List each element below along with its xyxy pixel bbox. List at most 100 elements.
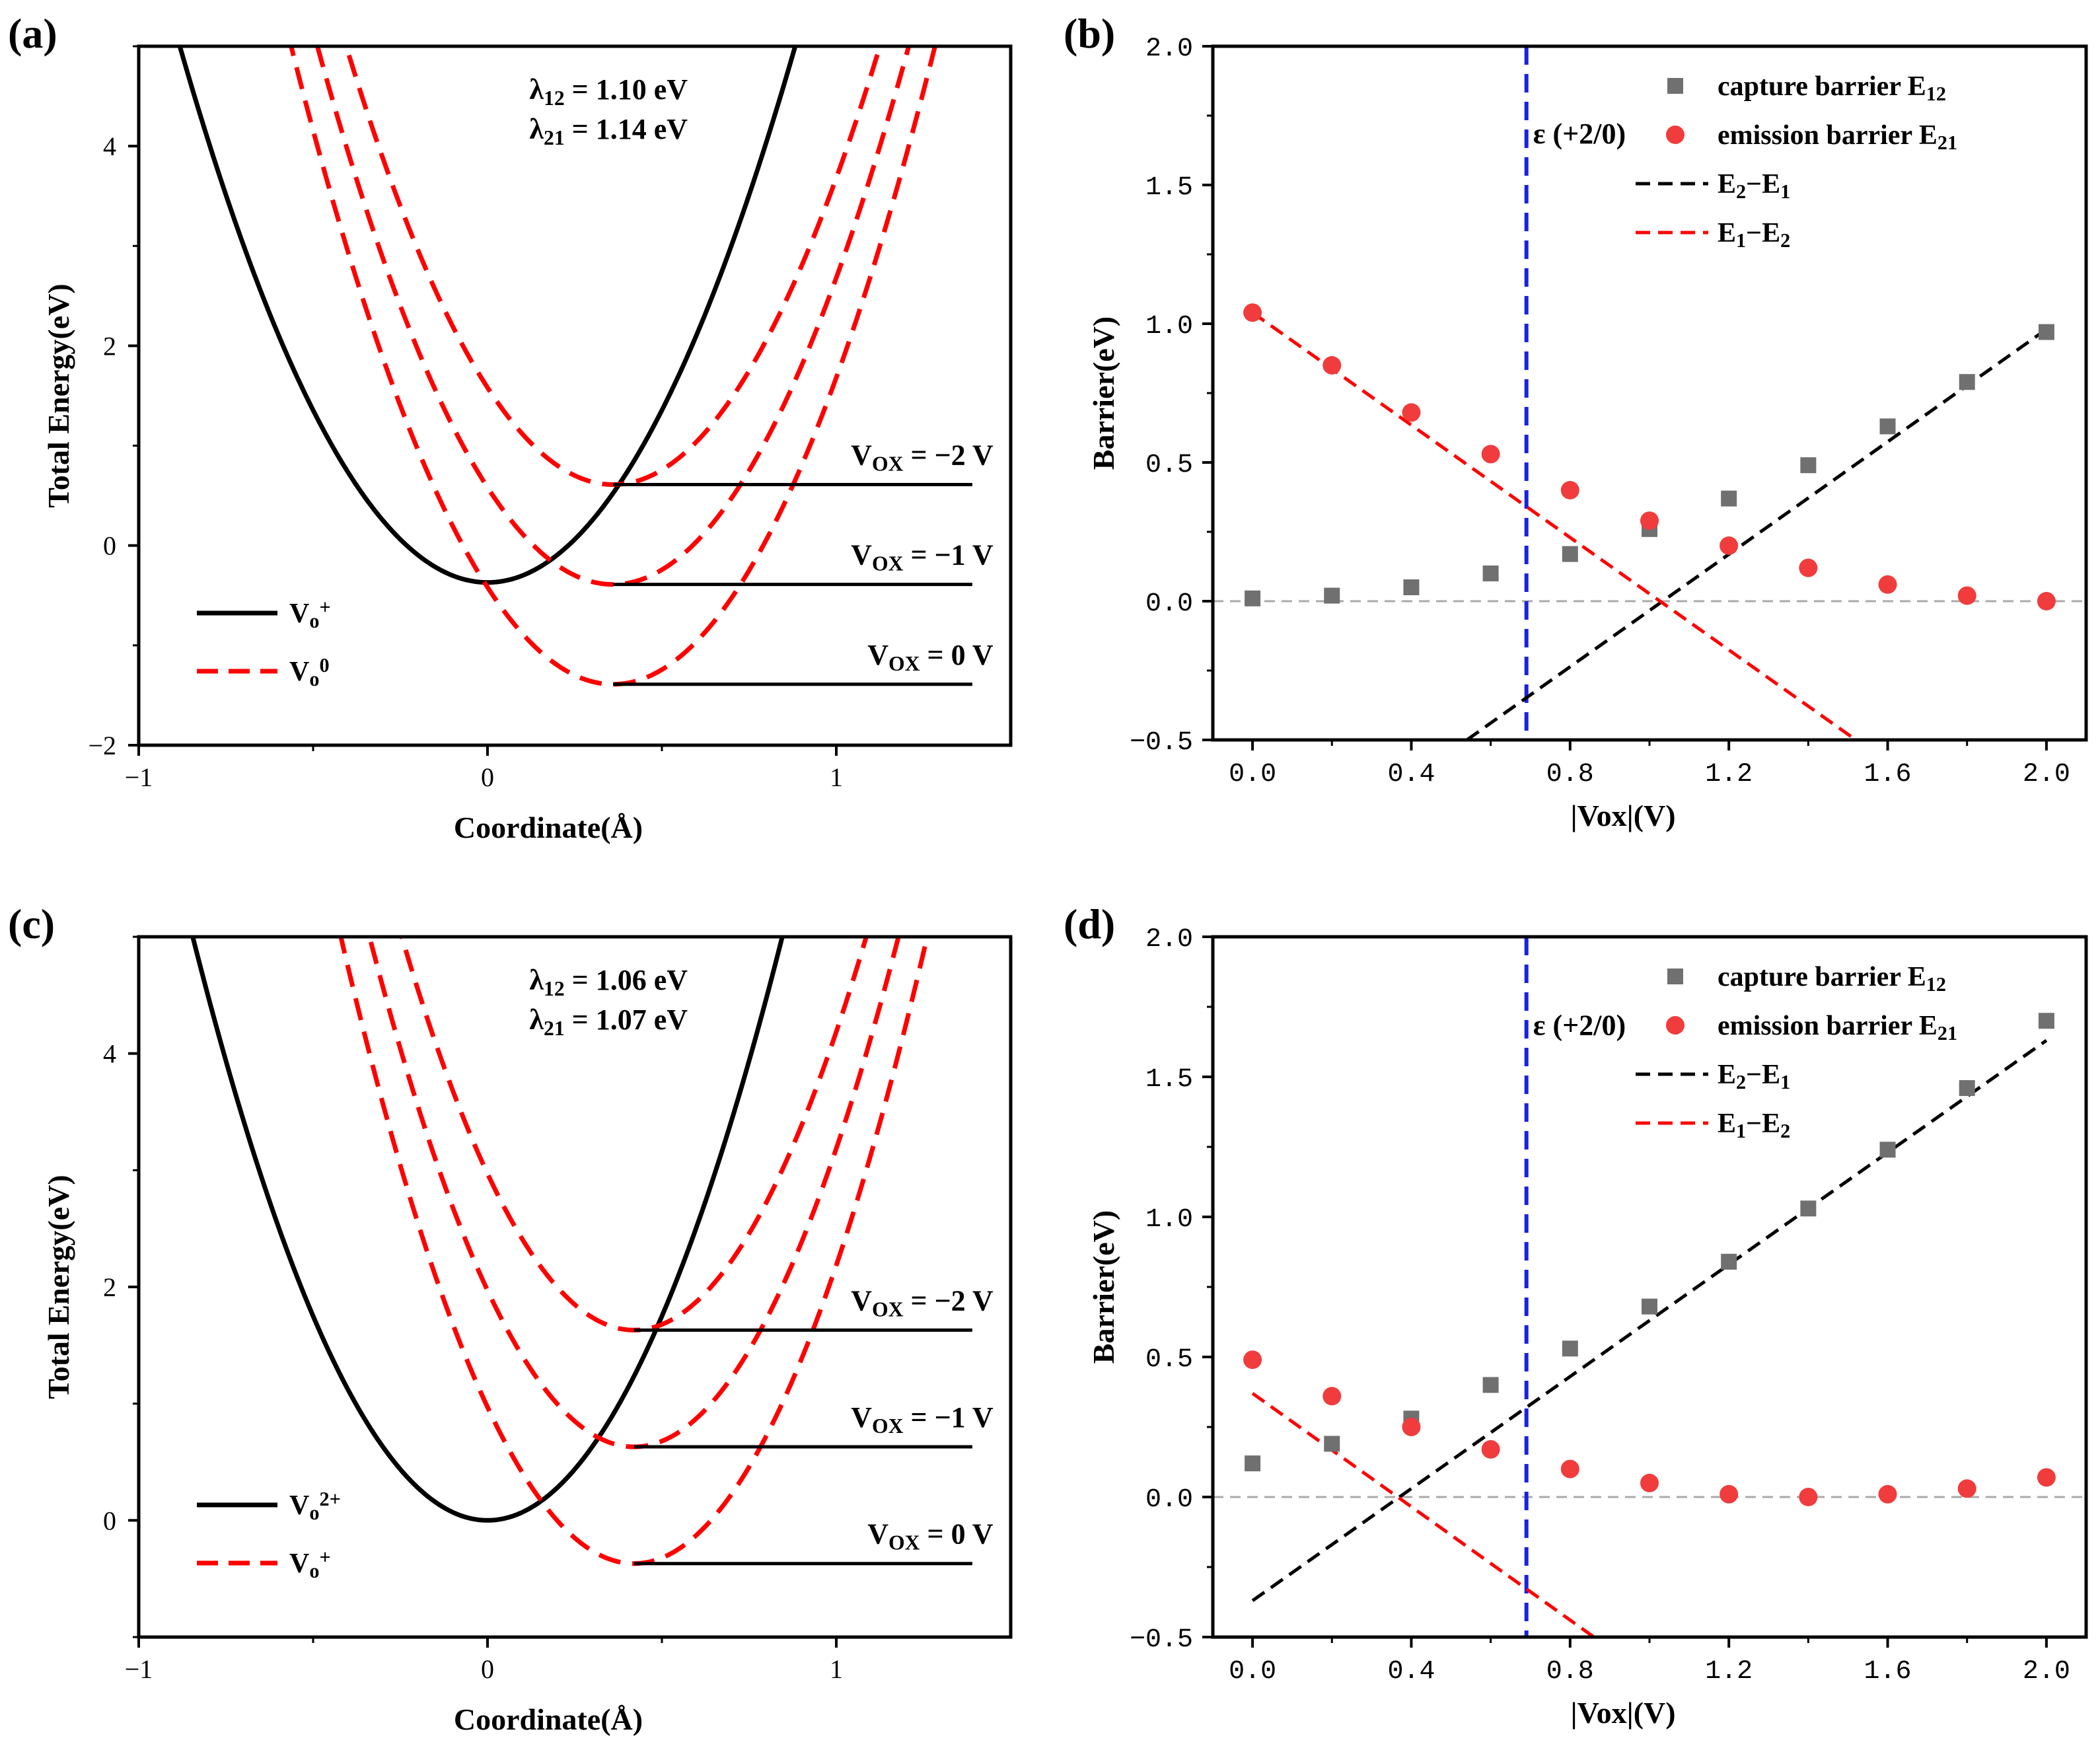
x-tick-label: 2.0 bbox=[2023, 1657, 2070, 1687]
y-axis-label: Barrier(eV) bbox=[1087, 1210, 1120, 1364]
plot-frame bbox=[137, 44, 1013, 747]
emission-barrier-point bbox=[1799, 1488, 1818, 1506]
capture-barrier-point bbox=[2038, 1013, 2054, 1029]
lambda-annotation-0: λ12 = 1.10 eV bbox=[529, 73, 688, 110]
capture-barrier-point bbox=[1403, 579, 1420, 595]
legend-entry-0: Vo+ bbox=[289, 596, 331, 632]
emission-barrier-point bbox=[2037, 1468, 2056, 1487]
x-tick-label: 0.4 bbox=[1387, 1657, 1435, 1687]
x-tick-label: 1 bbox=[830, 762, 843, 792]
emission-barrier-point bbox=[2037, 592, 2056, 610]
capture-barrier-point bbox=[1721, 1253, 1737, 1270]
panel-label: (c) bbox=[8, 900, 55, 947]
fit-line-1 bbox=[1251, 311, 1857, 740]
capture-barrier-point bbox=[1324, 1436, 1340, 1452]
legend: capture barrier E12 emission barrier E21 E… bbox=[1636, 71, 1957, 252]
legend: Vo2+ Vo+ bbox=[197, 1488, 341, 1582]
x-tick-label: 2.0 bbox=[2023, 760, 2070, 789]
x-tick-label: 0 bbox=[481, 762, 494, 792]
legend-entry-1: Vo+ bbox=[289, 1546, 331, 1582]
x-tick-label: 1 bbox=[830, 1654, 843, 1684]
capture-barrier-point bbox=[1562, 546, 1578, 562]
y-axis-label: Total Energy(eV) bbox=[42, 283, 75, 507]
panel-label: (d) bbox=[1064, 900, 1115, 947]
legend: Vo+ Vo0 bbox=[197, 596, 331, 690]
emission-barrier-point bbox=[1481, 1440, 1500, 1459]
x-axis-label: |Vox|(V) bbox=[1570, 1696, 1675, 1730]
fit-line-0 bbox=[1251, 1039, 2048, 1602]
capture-barrier-point bbox=[1879, 418, 1896, 435]
y-tick-label: −0.5 bbox=[1130, 1625, 1193, 1655]
legend-entry-1: Vo0 bbox=[289, 654, 330, 690]
fit-line-0 bbox=[1466, 328, 2048, 740]
emission-barrier-point bbox=[1720, 1484, 1739, 1504]
capture-barrier-point bbox=[1324, 587, 1340, 604]
y-tick-label: 0.0 bbox=[1145, 1485, 1193, 1515]
y-tick-label: −0.5 bbox=[1130, 728, 1193, 758]
level-label-2: VOX = 0 V bbox=[867, 639, 994, 675]
curve-3 bbox=[289, 46, 938, 687]
legend-entry-0: capture barrier E12 bbox=[1718, 71, 1946, 105]
emission-barrier-point bbox=[1402, 403, 1421, 422]
y-axis-label: Total Energy(eV) bbox=[42, 1175, 75, 1399]
y-tick-label: −2 bbox=[88, 731, 116, 760]
legend-line-entry-0: E2−E1 bbox=[1718, 1060, 1790, 1093]
y-tick-label: 0.0 bbox=[1145, 589, 1193, 619]
y-tick-label: 2.0 bbox=[1145, 34, 1193, 64]
curve-2 bbox=[314, 46, 912, 587]
capture-barrier-point bbox=[1245, 1455, 1261, 1472]
capture-barrier-point bbox=[1959, 1079, 1975, 1096]
y-tick-label: 0 bbox=[103, 1506, 116, 1535]
x-tick-label: 0.8 bbox=[1546, 760, 1594, 789]
emission-barrier-point bbox=[1322, 356, 1342, 375]
curve-0 bbox=[177, 46, 798, 585]
emission-barrier-point bbox=[1640, 1473, 1659, 1492]
panel-b: (b) ε (+2/0) capture barrier E12 emission b… bbox=[1064, 10, 2088, 832]
y-axis-label: Barrier(eV) bbox=[1087, 316, 1120, 470]
x-axis-label: |Vox|(V) bbox=[1570, 799, 1675, 832]
capture-barrier-point bbox=[1482, 566, 1499, 581]
legend-entry-1: emission barrier E21 bbox=[1718, 1011, 1957, 1044]
panel-a: (a) VOX = −2 V VOX = −1 V VOX = 0 V λ12 = 1.… bbox=[8, 10, 1013, 844]
capture-barrier-point bbox=[1879, 1142, 1896, 1158]
legend-entry-0: Vo2+ bbox=[289, 1488, 341, 1524]
curve-1 bbox=[399, 937, 869, 1333]
curve-2 bbox=[367, 937, 901, 1449]
x-tick-label: 1.6 bbox=[1864, 760, 1912, 789]
transition-level-label: ε (+2/0) bbox=[1533, 1009, 1626, 1041]
x-tick-label: −1 bbox=[125, 1654, 153, 1684]
emission-barrier-point bbox=[1957, 586, 1976, 605]
x-axis-label: Coordinate(Å) bbox=[454, 811, 643, 844]
level-label-0: VOX = −2 V bbox=[851, 1284, 994, 1321]
emission-barrier-point bbox=[1560, 1459, 1579, 1479]
x-tick-label: 1.2 bbox=[1705, 760, 1753, 789]
legend-marker-0 bbox=[1667, 968, 1683, 984]
level-label-1: VOX = −1 V bbox=[851, 1401, 994, 1438]
emission-barrier-point bbox=[1560, 481, 1579, 499]
emission-barrier-point bbox=[1640, 511, 1659, 530]
curve-0 bbox=[190, 937, 785, 1523]
fit-line-1 bbox=[1251, 1392, 1595, 1637]
legend-marker-1 bbox=[1666, 126, 1684, 144]
capture-barrier-point bbox=[1482, 1377, 1499, 1393]
lambda-annotation-1: λ21 = 1.14 eV bbox=[529, 113, 688, 149]
level-label-1: VOX = −1 V bbox=[851, 539, 994, 575]
y-tick-label: 4 bbox=[103, 1039, 116, 1069]
y-tick-label: 2 bbox=[103, 331, 116, 361]
panel-label: (a) bbox=[8, 10, 57, 57]
emission-barrier-point bbox=[1481, 445, 1500, 464]
y-tick-label: 2 bbox=[103, 1272, 116, 1302]
y-tick-label: 0 bbox=[103, 531, 116, 561]
emission-barrier-point bbox=[1243, 1350, 1262, 1370]
x-tick-label: 0.0 bbox=[1229, 760, 1276, 789]
legend-marker-1 bbox=[1666, 1016, 1684, 1035]
legend-line-entry-1: E1−E2 bbox=[1718, 1109, 1790, 1142]
y-tick-label: 1.0 bbox=[1145, 312, 1193, 342]
x-tick-label: 0.0 bbox=[1229, 1657, 1276, 1687]
legend-line-entry-1: E1−E2 bbox=[1718, 218, 1790, 252]
emission-barrier-point bbox=[1957, 1479, 1976, 1498]
capture-barrier-point bbox=[1800, 457, 1817, 474]
panel-c: (c) VOX = −2 V VOX = −1 V VOX = 0 V λ12 = 1.… bbox=[8, 900, 1013, 1736]
level-label-0: VOX = −2 V bbox=[851, 439, 994, 476]
y-tick-label: 4 bbox=[103, 131, 116, 161]
